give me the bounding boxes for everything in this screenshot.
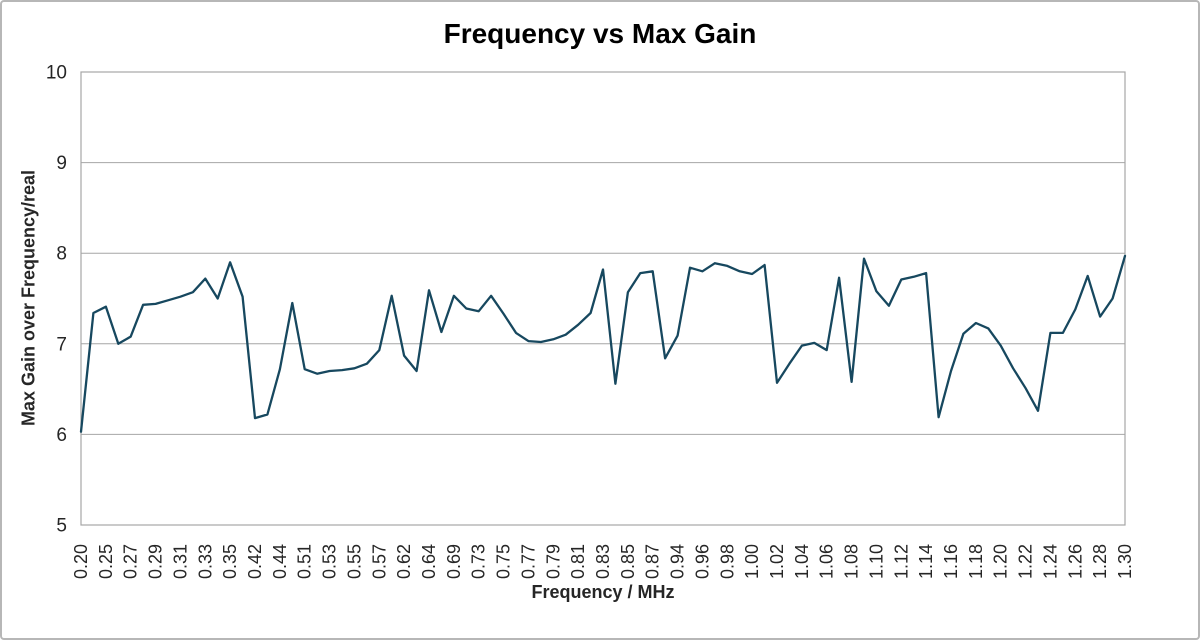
- x-tick-label: 0.57: [369, 544, 389, 579]
- x-tick-label: 1.04: [792, 544, 812, 579]
- x-tick-label: 0.53: [320, 544, 340, 579]
- x-tick-label: 0.75: [494, 544, 514, 579]
- x-tick-label: 0.94: [668, 544, 688, 579]
- chart-title: Frequency vs Max Gain: [443, 18, 757, 49]
- x-tick-label: 0.96: [692, 544, 712, 579]
- x-tick-label: 0.25: [96, 544, 116, 579]
- x-tick-label: 0.81: [568, 544, 588, 579]
- x-tick-label: 1.12: [891, 544, 911, 579]
- x-tick-label: 1.22: [1016, 544, 1036, 579]
- y-tick-label: 7: [56, 334, 67, 355]
- x-tick-label: 1.10: [866, 544, 886, 579]
- x-tick-label: 1.08: [842, 544, 862, 579]
- x-tick-label: 1.18: [966, 544, 986, 579]
- y-tick-label: 8: [56, 244, 67, 265]
- x-tick-label: 1.24: [1040, 544, 1060, 579]
- x-tick-label: 0.55: [344, 544, 364, 579]
- x-tick-label: 1.30: [1115, 544, 1135, 579]
- x-tick-label: 1.14: [916, 544, 936, 579]
- y-tick-label: 5: [56, 516, 67, 537]
- x-tick-label: 0.64: [419, 544, 439, 579]
- x-tick-label: 0.62: [394, 544, 414, 579]
- x-axis-title: Frequency / MHz: [531, 582, 675, 602]
- x-tick-label: 1.26: [1065, 544, 1085, 579]
- x-tick-label: 0.35: [220, 544, 240, 579]
- x-tick-label: 1.20: [991, 544, 1011, 579]
- x-tick-label: 1.02: [767, 544, 787, 579]
- x-tick-label: 0.29: [146, 544, 166, 579]
- x-tick-label: 0.31: [170, 544, 190, 579]
- x-tick-label: 1.06: [817, 544, 837, 579]
- x-tick-label: 0.27: [121, 544, 141, 579]
- x-tick-label: 0.79: [543, 544, 563, 579]
- y-tick-label: 10: [46, 63, 67, 84]
- y-tick-label: 6: [56, 425, 67, 446]
- x-tick-label: 1.28: [1090, 544, 1110, 579]
- x-tick-label: 1.00: [742, 544, 762, 579]
- x-tick-label: 0.33: [195, 544, 215, 579]
- x-tick-label: 0.83: [593, 544, 613, 579]
- x-tick-label: 0.51: [295, 544, 315, 579]
- x-tick-label: 0.69: [444, 544, 464, 579]
- x-tick-label: 1.16: [941, 544, 961, 579]
- x-tick-label: 0.44: [270, 544, 290, 579]
- x-tick-label: 0.20: [71, 544, 91, 579]
- x-tick-label: 0.98: [717, 544, 737, 579]
- x-tick-label: 0.73: [469, 544, 489, 579]
- x-tick-label: 0.87: [643, 544, 663, 579]
- x-tick-label: 0.77: [518, 544, 538, 579]
- plot-border: [80, 71, 1126, 526]
- x-tick-label: 0.85: [618, 544, 638, 579]
- x-tick-label: 0.42: [245, 544, 265, 579]
- data-line-series: [79, 254, 1127, 433]
- y-tick-label: 9: [56, 153, 67, 174]
